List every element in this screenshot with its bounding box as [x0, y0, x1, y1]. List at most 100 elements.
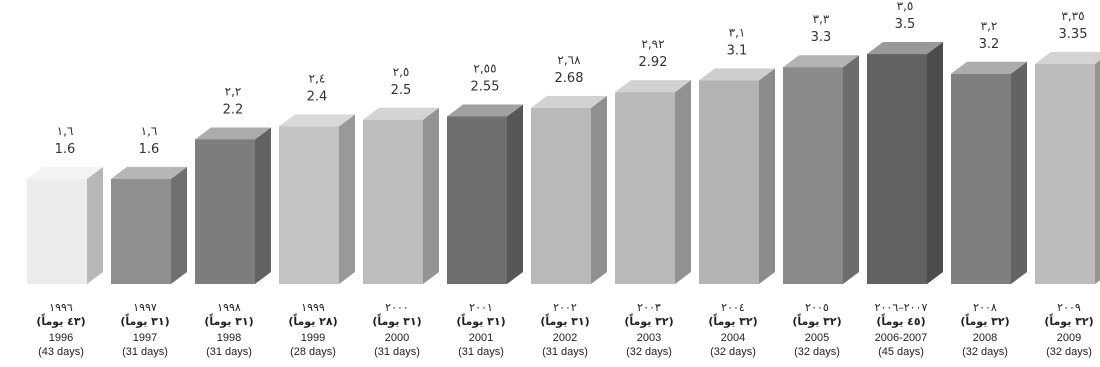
value-label-arabic: ٢,٦٨ — [557, 53, 581, 67]
value-label-arabic: ٢,٤ — [309, 71, 326, 85]
value-label-arabic: ٢,٥٥ — [473, 61, 496, 75]
bar-front-face — [111, 178, 171, 284]
category-days-arabic: (٣٢ يوماً) — [624, 313, 673, 328]
bar-side-face — [759, 68, 775, 284]
bar-front-face — [867, 54, 927, 284]
bar-side-face — [927, 42, 943, 284]
category-days: (32 days) — [962, 346, 1008, 358]
value-label: 2.2 — [223, 102, 244, 117]
category-year-arabic: ١٩٩٦ — [49, 301, 73, 314]
category-year-arabic: ٢٠٠٨ — [973, 301, 997, 314]
category-days: (31 days) — [542, 346, 588, 358]
category-days: (32 days) — [710, 346, 756, 358]
category-year: 1997 — [133, 332, 157, 344]
value-label-arabic: ٢,٩٢ — [641, 37, 664, 51]
value-label: 2.5 — [391, 83, 412, 98]
bar-1997 — [111, 166, 187, 284]
bar-side-face — [171, 166, 187, 284]
category-days: (31 days) — [458, 346, 504, 358]
category-days: (45 days) — [878, 346, 924, 358]
category-days-arabic: (٣١ يوماً) — [120, 313, 169, 328]
category-days: (32 days) — [1046, 346, 1092, 358]
bar-front-face — [363, 119, 423, 284]
category-year: 1998 — [217, 332, 241, 344]
value-label-arabic: ١,٦ — [57, 124, 74, 138]
value-label-arabic: ٣,١ — [729, 25, 746, 39]
bar-2006-2007 — [867, 42, 943, 284]
bar-side-face — [87, 166, 103, 284]
bar-top-face — [699, 68, 775, 81]
value-label-arabic: ١,٦ — [141, 124, 158, 138]
category-days-arabic: (٣٢ يوماً) — [1044, 313, 1093, 328]
category-year: 2004 — [721, 332, 745, 344]
value-label-arabic: ٣,٢ — [981, 19, 998, 33]
category-year-arabic: ٢٠٠٥ — [805, 301, 829, 314]
value-label: 2.55 — [471, 79, 500, 94]
bar-1996 — [27, 166, 103, 284]
bar-side-face — [1011, 61, 1027, 285]
value-label: 3.1 — [727, 43, 748, 58]
category-days: (31 days) — [374, 346, 420, 358]
category-days: (31 days) — [206, 346, 252, 358]
bar-2003 — [615, 80, 691, 284]
category-days-arabic: (٢٨ يوماً) — [288, 313, 337, 328]
value-label: 3.35 — [1059, 27, 1088, 42]
bar-1998 — [195, 127, 271, 285]
category-days-arabic: (٣٢ يوماً) — [792, 313, 841, 328]
bar-2004 — [699, 68, 775, 284]
bar-top-face — [531, 95, 607, 108]
value-label-arabic: ٣,٣٥ — [1061, 9, 1084, 23]
bar-top-face — [867, 42, 943, 55]
category-days: (32 days) — [626, 346, 672, 358]
category-year: 2000 — [385, 332, 409, 344]
value-label-arabic: ٢,٥ — [393, 65, 410, 79]
category-year: 2003 — [637, 332, 661, 344]
category-year-arabic: ١٩٩٩ — [301, 301, 325, 314]
value-label: 3.3 — [811, 30, 832, 45]
category-days-arabic: (٣١ يوماً) — [372, 313, 421, 328]
bar-top-face — [1035, 51, 1100, 64]
category-days-arabic: (٣١ يوماً) — [204, 313, 253, 328]
value-label: 3.2 — [979, 37, 1000, 52]
category-year: 1996 — [49, 332, 73, 344]
category-days: (32 days) — [794, 346, 840, 358]
bar-2005 — [783, 55, 859, 284]
bar-top-face — [363, 107, 439, 120]
bar-front-face — [27, 178, 87, 284]
bar-front-face — [279, 126, 339, 284]
category-days: (31 days) — [122, 346, 168, 358]
value-label: 2.4 — [307, 89, 328, 104]
category-days-arabic: (٤٥ يوماً) — [876, 313, 925, 328]
category-days: (43 days) — [38, 346, 84, 358]
bar-top-face — [27, 166, 103, 179]
category-year-arabic: ٢٠٠٠ — [385, 301, 409, 314]
bar-side-face — [675, 80, 691, 284]
category-year-arabic: ٢٠٠١ — [469, 301, 493, 314]
bar-front-face — [531, 107, 591, 284]
bar-front-face — [699, 80, 759, 284]
value-label-arabic: ٣,٥ — [897, 0, 914, 13]
bar-top-face — [111, 166, 187, 179]
bar-side-face — [255, 127, 271, 285]
value-label: 2.68 — [555, 71, 584, 86]
bar-2008 — [951, 61, 1027, 285]
bar-top-face — [951, 61, 1027, 74]
value-label: 2.92 — [639, 55, 668, 70]
value-label: 3.5 — [895, 17, 916, 32]
category-days-arabic: (٣١ يوماً) — [540, 313, 589, 328]
bar-top-face — [615, 80, 691, 93]
category-year-arabic: ٢٠٠٩ — [1057, 301, 1081, 314]
category-year-arabic: ٢٠٠٣ — [637, 301, 661, 314]
category-days-arabic: (٣٢ يوماً) — [960, 313, 1009, 328]
bar-2001 — [447, 104, 523, 284]
category-year-arabic: ١٩٩٧ — [133, 301, 157, 314]
bar-front-face — [1035, 63, 1095, 284]
category-days-arabic: (٣١ يوماً) — [456, 313, 505, 328]
category-days-arabic: (٤٣ يوماً) — [36, 313, 85, 328]
category-year: 2008 — [973, 332, 997, 344]
bar-top-face — [447, 104, 523, 117]
bar-side-face — [591, 95, 607, 284]
category-year-arabic: ١٩٩٨ — [217, 301, 241, 314]
bar-top-face — [783, 55, 859, 68]
